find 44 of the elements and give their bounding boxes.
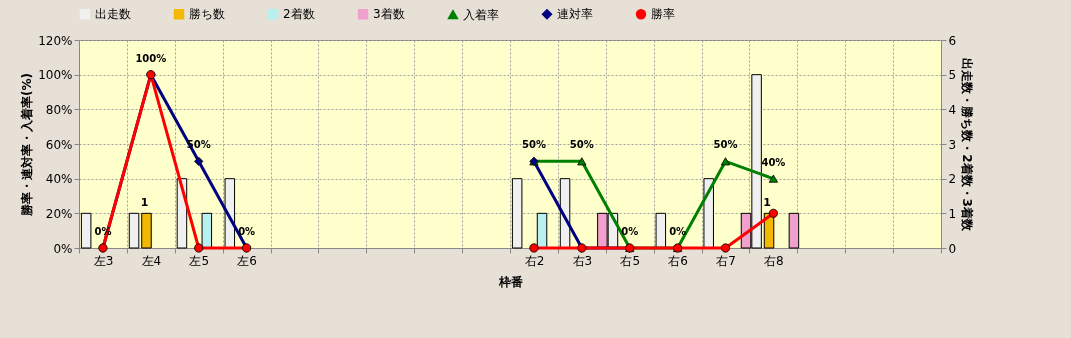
y-tick-label: 60% bbox=[45, 137, 73, 152]
x-tick-label: 左3 bbox=[93, 253, 114, 268]
y-tick-label: 120% bbox=[38, 33, 73, 48]
x-tick-label: 左4 bbox=[141, 253, 162, 268]
y2-axis-title: 出走数・勝ち数・2着数・3着数 bbox=[960, 58, 975, 232]
y-tick-label: 0% bbox=[53, 241, 73, 256]
y2-tick-label: 5 bbox=[948, 68, 957, 83]
y-tick-label: 100% bbox=[38, 68, 73, 83]
y2-tick-label: 2 bbox=[948, 172, 957, 187]
x-tick-label: 右2 bbox=[524, 253, 545, 268]
data-label: 1 bbox=[140, 196, 149, 210]
y2-tick-label: 4 bbox=[948, 102, 957, 117]
y-tick-label: 20% bbox=[45, 206, 73, 221]
x-tick-label: 右5 bbox=[620, 253, 641, 268]
y2-tick-label: 0 bbox=[948, 241, 957, 256]
data-label: 40% bbox=[761, 156, 786, 168]
data-label: 0% bbox=[621, 226, 639, 237]
x-tick-label: 左5 bbox=[189, 253, 210, 268]
y2-tick-label: 6 bbox=[948, 33, 957, 48]
data-label: 50% bbox=[713, 139, 738, 151]
y2-tick-label: 3 bbox=[948, 137, 957, 152]
legend-label: 勝ち数 bbox=[189, 7, 225, 22]
legend-label: 入着率 bbox=[463, 7, 499, 22]
x-tick-label: 右6 bbox=[668, 253, 688, 268]
legend-label: 3着数 bbox=[373, 7, 405, 22]
data-label: 1 bbox=[763, 196, 771, 210]
data-label: 0% bbox=[238, 226, 256, 237]
y2-tick-label: 1 bbox=[948, 206, 957, 221]
data-label: 100% bbox=[135, 52, 167, 64]
x-tick-label: 右3 bbox=[572, 253, 593, 268]
x-axis-title: 枠番 bbox=[497, 274, 523, 289]
y-axis-title: 勝率・連対率・入着率(%) bbox=[20, 73, 35, 217]
legend-label: 出走数 bbox=[95, 7, 131, 22]
data-label: 50% bbox=[521, 139, 546, 151]
data-label: 50% bbox=[569, 139, 594, 151]
legend-label: 2着数 bbox=[283, 7, 315, 22]
y-tick-label: 80% bbox=[45, 102, 73, 117]
x-tick-label: 右7 bbox=[716, 253, 736, 268]
data-label: 0% bbox=[669, 226, 687, 237]
y-tick-label: 40% bbox=[45, 172, 73, 187]
x-tick-label: 右8 bbox=[764, 253, 784, 268]
legend-label: 連対率 bbox=[557, 7, 593, 22]
legend-label: 勝率 bbox=[651, 7, 675, 22]
x-tick-label: 左6 bbox=[237, 253, 257, 268]
